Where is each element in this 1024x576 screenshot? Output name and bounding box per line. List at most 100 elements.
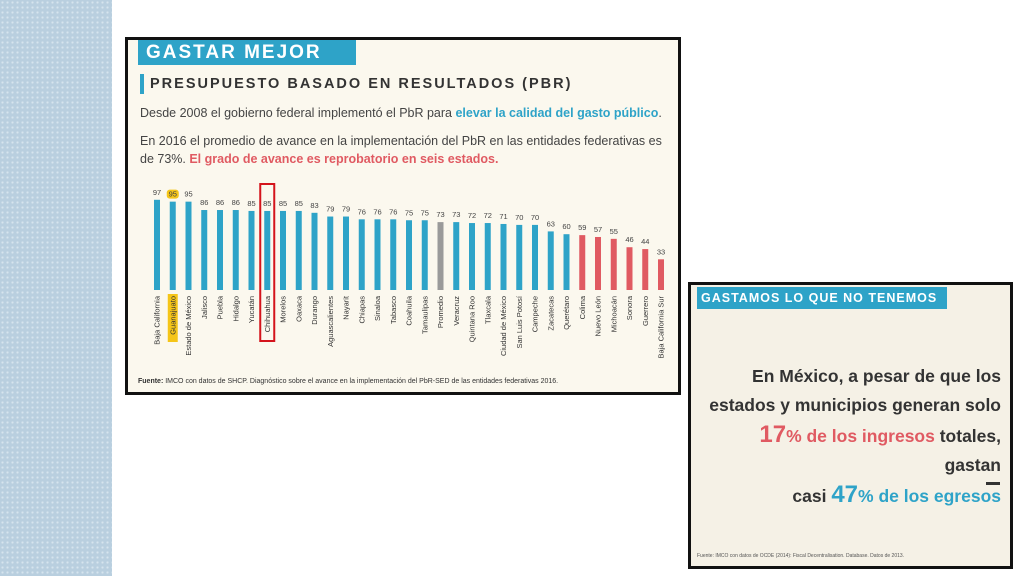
x-tick-label: Michoacán — [609, 296, 618, 332]
bar — [453, 222, 460, 290]
bar — [358, 219, 365, 290]
bar — [264, 210, 271, 290]
bar — [185, 201, 192, 290]
text-line: casi 47% de los egresos — [700, 480, 1001, 511]
text: Desde 2008 el gobierno federal implement… — [140, 106, 456, 120]
value-label: 79 — [342, 205, 350, 214]
source-note: Fuente: IMCO con datos de OCDE (2014): F… — [697, 553, 905, 559]
value-label: 57 — [594, 225, 602, 234]
value-label: 76 — [389, 207, 397, 216]
bar — [516, 224, 523, 290]
bar — [280, 210, 286, 290]
bar — [154, 199, 160, 290]
highlight-text: El grado de avance es reprobatorio en se… — [189, 152, 499, 166]
x-tick-label: Campeche — [531, 296, 540, 332]
accent-bar — [140, 74, 144, 94]
bar — [469, 223, 475, 290]
bar — [484, 223, 491, 290]
value-label: 85 — [247, 199, 255, 208]
x-tick-label: Jalisco — [200, 296, 209, 319]
bar — [343, 216, 349, 290]
bar — [248, 210, 255, 290]
bar — [311, 212, 318, 290]
value-label: 83 — [310, 201, 318, 210]
x-tick-label: Ciudad de México — [499, 296, 508, 356]
value-label: 85 — [279, 199, 287, 208]
number-text: 17 — [759, 421, 787, 448]
value-label: 60 — [562, 222, 570, 231]
bar — [374, 219, 381, 290]
bar — [295, 210, 302, 290]
text-line: 17% de los ingresos totales, gastan — [700, 420, 1001, 480]
x-tick-label: Oaxaca — [294, 295, 303, 322]
value-label: 79 — [326, 205, 334, 214]
x-tick-label: Sonora — [625, 295, 634, 320]
value-label: 85 — [263, 199, 271, 208]
value-label: 85 — [295, 199, 303, 208]
x-tick-label: Guerrero — [641, 296, 650, 326]
x-tick-label: Hidalgo — [231, 296, 240, 321]
bar — [421, 220, 428, 290]
statement: En México, a pesar de que los estados y … — [700, 362, 1001, 511]
bar — [579, 235, 586, 290]
x-tick-label: Estado de México — [184, 296, 193, 356]
x-tick-label: Nayarit — [342, 295, 351, 320]
x-tick-label: Baja California Sur — [657, 295, 666, 358]
bar — [500, 223, 507, 290]
bar — [169, 201, 176, 290]
text-line: estados y municipios generan solo — [709, 395, 1001, 415]
bar — [595, 236, 601, 290]
value-label: 76 — [373, 207, 381, 216]
x-tick-label: Nuevo León — [594, 296, 603, 336]
value-label: 73 — [436, 210, 444, 219]
x-tick-label: Coahuila — [405, 295, 414, 325]
value-label: 95 — [169, 190, 177, 199]
value-label: 59 — [578, 223, 586, 232]
dash — [986, 482, 1000, 485]
text: casi — [792, 486, 832, 506]
bar — [406, 220, 412, 290]
bar — [642, 249, 649, 290]
value-label: 72 — [484, 211, 492, 220]
x-tick-label: Quintana Roo — [468, 296, 477, 342]
value-label: 55 — [610, 227, 618, 236]
value-label: 46 — [625, 235, 633, 244]
bar — [327, 216, 334, 290]
value-label: 33 — [657, 247, 665, 256]
x-tick-label: Zacatecas — [546, 296, 555, 331]
x-tick-label: Aguascalientes — [326, 296, 335, 347]
value-label: 70 — [531, 213, 539, 222]
value-label: 44 — [641, 237, 649, 246]
x-tick-label: Sinaloa — [373, 295, 382, 321]
right-panel — [688, 282, 1013, 569]
value-label: 70 — [515, 213, 523, 222]
bar — [201, 210, 208, 290]
text: En 2016 el promedio de avance en la impl… — [140, 134, 662, 166]
value-label: 72 — [468, 211, 476, 220]
x-tick-label: Yucatán — [247, 296, 256, 323]
x-tick-label: Chihuahua — [263, 295, 272, 332]
panel-subtitle: PRESUPUESTO BASADO EN RESULTADOS (PBR) — [150, 76, 573, 92]
value-label: 97 — [153, 188, 161, 197]
value-label: 95 — [184, 190, 192, 199]
panel-header: GASTAMOS LO QUE NO TENEMOS — [697, 287, 947, 309]
x-tick-label: Chiapas — [357, 296, 366, 324]
highlight-text: % de los ingresos — [786, 426, 935, 446]
value-label: 75 — [421, 208, 429, 217]
value-label: 75 — [405, 208, 413, 217]
x-tick-label: Morelos — [279, 296, 288, 323]
bar — [232, 210, 239, 290]
text-line: En México, a pesar de que los — [752, 366, 1001, 386]
text: totales, gastan — [934, 426, 1001, 475]
x-tick-label: Veracruz — [452, 296, 461, 326]
bar — [626, 247, 633, 290]
value-label: 86 — [200, 198, 208, 207]
x-tick-label: Durango — [310, 296, 319, 325]
paragraph: En 2016 el promedio de avance en la impl… — [140, 132, 670, 168]
x-tick-label: Tlaxcala — [483, 295, 492, 324]
x-tick-label: Promedio — [436, 296, 445, 328]
source-note: Fuente: IMCO con datos de SHCP. Diagnóst… — [138, 378, 558, 385]
selection-box — [259, 183, 276, 342]
